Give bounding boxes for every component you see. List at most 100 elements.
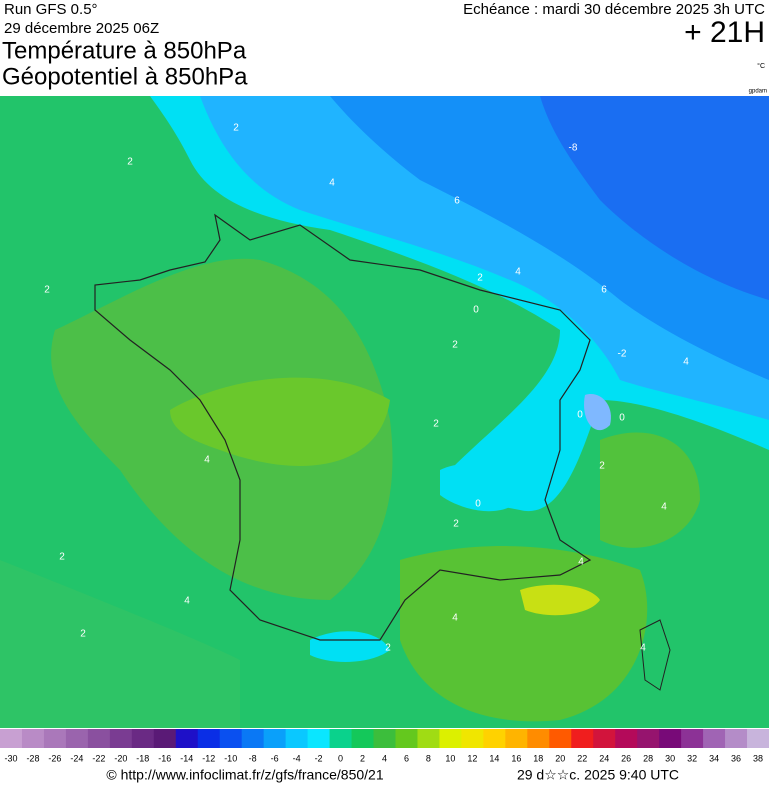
scale-swatch — [527, 729, 550, 748]
title-2: Géopotentiel à 850hPa — [2, 63, 248, 90]
scale-label: 18 — [533, 753, 543, 763]
contour-label: 4 — [578, 557, 584, 568]
contour-label: 4 — [329, 178, 335, 189]
scale-label: 12 — [467, 753, 477, 763]
scale-label: 28 — [643, 753, 653, 763]
color-scale: -30 -28 -26 -24 -22 -20 -18 -16 -14 -12 -10 -8 -6 -4-… — [0, 729, 769, 763]
scale-swatch — [483, 729, 506, 748]
scale-label: -18 — [136, 753, 149, 763]
scale-label: -26 — [48, 753, 61, 763]
scale-swatch — [461, 729, 484, 748]
scale-swatch — [659, 729, 682, 748]
unit: °C — [757, 62, 765, 70]
scale-swatch — [395, 729, 418, 748]
scale-swatch — [43, 729, 67, 748]
contour-label: 4 — [683, 357, 689, 368]
run-date: 29 décembre 2025 06Z — [4, 20, 159, 37]
scale-label: -4 — [293, 753, 301, 763]
scale-swatch — [615, 729, 638, 748]
scale-label: 24 — [599, 753, 609, 763]
contour-label: 2 — [453, 519, 459, 530]
scale-label: -20 — [114, 753, 127, 763]
scale-swatch — [0, 729, 23, 748]
map — [0, 96, 769, 728]
contour-label: 2 — [127, 157, 133, 168]
contour-label: 2 — [44, 285, 50, 296]
contour-label: 2 — [385, 643, 391, 654]
scale-swatch — [593, 729, 616, 748]
scale-swatch — [219, 729, 243, 748]
scale-label: 14 — [489, 753, 499, 763]
scale-label: 8 — [426, 753, 431, 763]
title-1: Température à 850hPa — [2, 37, 247, 64]
scale-swatch — [549, 729, 572, 748]
scale-label: -12 — [202, 753, 215, 763]
contour-label: 0 — [473, 305, 479, 316]
scale-swatch — [725, 729, 748, 748]
run-label: Run GFS 0.5° — [4, 1, 98, 18]
scale-swatch — [263, 729, 287, 748]
scale-swatch — [307, 729, 331, 748]
geo-unit: gpdam — [749, 89, 767, 95]
scale-label: -22 — [92, 753, 105, 763]
scale-swatch — [131, 729, 155, 748]
contour-label: 4 — [204, 455, 210, 466]
scale-label: 30 — [665, 753, 675, 763]
scale-swatch — [197, 729, 221, 748]
scale-swatch — [21, 729, 45, 748]
scale-label: 36 — [731, 753, 741, 763]
scale-label: 26 — [621, 753, 631, 763]
contour-labels: 2 2 4 6 -8 2 2 4 6 0 2 -2 4 0 0 2 4 2 0 2 4 2 4 4 4 2 2 4 — [44, 123, 689, 654]
scale-swatch — [65, 729, 89, 748]
scale-swatch — [637, 729, 660, 748]
scale-label: 6 — [404, 753, 409, 763]
scale-label: -8 — [249, 753, 257, 763]
scale-label: -16 — [158, 753, 171, 763]
scale-label: 32 — [687, 753, 697, 763]
timestamp: 29 d☆☆c. 2025 9:40 UTC — [517, 767, 679, 783]
contour-label: 4 — [452, 613, 458, 624]
contour-label: 0 — [619, 413, 625, 424]
scale-label: -14 — [180, 753, 193, 763]
scale-label: 20 — [555, 753, 565, 763]
scale-swatch — [505, 729, 528, 748]
scale-swatch — [109, 729, 133, 748]
scale-swatch — [329, 729, 353, 748]
contour-label: 6 — [454, 196, 460, 207]
scale-label: 2 — [360, 753, 365, 763]
scale-label: 34 — [709, 753, 719, 763]
contour-label: 4 — [515, 267, 521, 278]
scale-swatch — [439, 729, 462, 748]
contour-label: 0 — [475, 499, 481, 510]
scale-swatch — [681, 729, 704, 748]
scale-swatch — [87, 729, 111, 748]
contour-label: 2 — [433, 419, 439, 430]
contour-label: 4 — [661, 502, 667, 513]
contour-label: 4 — [184, 596, 190, 607]
scale-swatch — [703, 729, 726, 748]
scale-label: -24 — [70, 753, 83, 763]
scale-label: 38 — [753, 753, 763, 763]
scale-swatch — [285, 729, 309, 748]
scale-swatch — [747, 729, 769, 748]
scale-swatch — [417, 729, 440, 748]
contour-label: 2 — [452, 340, 458, 351]
valid-time: Echéance : mardi 30 décembre 2025 3h UTC — [463, 1, 765, 18]
scale-swatch — [571, 729, 594, 748]
contour-label: 2 — [599, 461, 605, 472]
contour-label: -2 — [618, 349, 627, 360]
scale-label: 4 — [382, 753, 387, 763]
contour-label: -8 — [569, 143, 578, 154]
scale-label: 16 — [511, 753, 521, 763]
scale-swatch — [241, 729, 265, 748]
scale-swatch — [373, 729, 396, 748]
scale-label: 0 — [338, 753, 343, 763]
scale-label: -6 — [271, 753, 279, 763]
scale-label: -30 — [4, 753, 17, 763]
lead-time: + 21H — [684, 16, 765, 49]
contour-label: 2 — [477, 273, 483, 284]
scale-label: 22 — [577, 753, 587, 763]
scale-swatch — [175, 729, 199, 748]
contour-label: 2 — [80, 629, 86, 640]
